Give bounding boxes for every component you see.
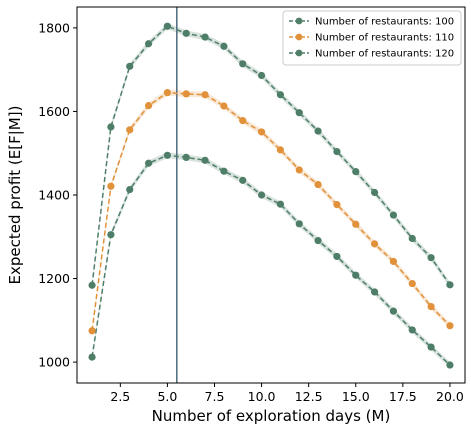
series-3-line xyxy=(91,25,451,286)
series-2-point-3 xyxy=(126,126,134,134)
series-1-point-9 xyxy=(239,176,247,184)
x-axis-label: Number of exploration days (M) xyxy=(152,407,391,425)
series-3-point-20 xyxy=(446,281,454,289)
series-3-point-5 xyxy=(163,22,172,30)
y-tick-label: 1800 xyxy=(38,20,70,35)
series-2-point-10 xyxy=(257,128,266,136)
series-1-point-13 xyxy=(314,236,322,245)
series-2-point-12 xyxy=(295,166,303,174)
series-2-point-9 xyxy=(239,117,247,125)
series-1-point-20 xyxy=(446,361,454,369)
legend-marker-3 xyxy=(295,49,303,57)
series-3-point-8 xyxy=(220,42,228,50)
series-1-point-7 xyxy=(201,156,209,164)
x-tick-label: 12.5 xyxy=(295,389,323,404)
series-1-point-14 xyxy=(333,252,341,261)
series-3-point-3 xyxy=(126,62,134,70)
series-1-point-12 xyxy=(295,220,303,228)
series-3-point-19 xyxy=(427,254,435,262)
series-3-point-10 xyxy=(257,71,266,80)
y-tick-label: 1400 xyxy=(38,188,70,203)
series-3-point-11 xyxy=(276,91,285,99)
series-1-point-4 xyxy=(144,159,153,167)
confidence-bands xyxy=(92,23,450,369)
series-1-point-16 xyxy=(370,288,379,296)
series-1-point-15 xyxy=(352,271,360,279)
y-axis-label: Expected profit (E[F|M]) xyxy=(6,106,24,285)
series-1-point-8 xyxy=(220,167,228,175)
series-3-point-17 xyxy=(389,211,398,219)
series-1-point-17 xyxy=(389,307,398,315)
series-3-point-7 xyxy=(201,33,209,41)
x-axis-ticks: 2.5 5.0 7.5 10.0 12.5 15.0 17.5 20.0 xyxy=(110,383,464,404)
x-tick-label: 5.0 xyxy=(157,389,177,404)
series-2-point-7 xyxy=(201,91,209,99)
x-tick-label: 15.0 xyxy=(342,389,370,404)
series-1-point-2 xyxy=(107,231,115,239)
series-2-point-2 xyxy=(107,182,115,190)
y-axis-ticks: 1000 1200 1400 1600 1800 xyxy=(38,20,77,370)
series-2-band xyxy=(92,89,450,334)
legend-marker-2 xyxy=(295,33,303,41)
series-2-point-6 xyxy=(182,90,190,98)
series-3-point-15 xyxy=(352,168,360,176)
x-tick-label: 20.0 xyxy=(436,389,464,404)
y-tick-label: 1000 xyxy=(38,355,70,370)
legend-label-1: Number of restaurants: 100 xyxy=(315,17,454,28)
legend-box xyxy=(282,10,462,66)
series-2-point-20 xyxy=(446,322,454,330)
series-2-point-11 xyxy=(276,146,285,154)
x-tick-label: 2.5 xyxy=(110,389,130,404)
series-3-point-18 xyxy=(408,234,416,243)
legend-label-3: Number of restaurants: 120 xyxy=(315,49,454,60)
series-1-point-19 xyxy=(427,343,435,351)
x-tick-label: 10.0 xyxy=(248,389,276,404)
series-2-point-15 xyxy=(352,220,360,228)
series-points xyxy=(88,22,454,369)
series-3-point-12 xyxy=(295,109,303,117)
series-2-point-17 xyxy=(389,257,398,266)
y-tick-label: 1200 xyxy=(38,271,70,286)
x-tick-label: 7.5 xyxy=(205,389,225,404)
series-3-point-6 xyxy=(182,29,190,37)
series-2-point-13 xyxy=(314,180,322,189)
series-3-point-14 xyxy=(333,147,341,156)
series-3-point-1 xyxy=(88,281,96,289)
series-2-point-8 xyxy=(220,102,228,110)
series-3-point-16 xyxy=(370,188,379,197)
series-1-point-1 xyxy=(88,353,96,361)
series-2-point-14 xyxy=(333,201,341,209)
x-tick-label: 17.5 xyxy=(389,389,417,404)
series-2-point-16 xyxy=(370,240,379,248)
y-tick-label: 1600 xyxy=(38,104,70,119)
series-3-point-13 xyxy=(314,127,322,135)
legend: Number of restaurants: 100 Number of rest… xyxy=(282,10,462,66)
series-2-point-4 xyxy=(144,101,153,110)
series-2-point-5 xyxy=(163,89,172,97)
series-1-point-3 xyxy=(126,185,134,194)
series-2-point-19 xyxy=(427,302,435,311)
series-3-point-2 xyxy=(107,123,115,131)
series-2-line xyxy=(91,91,451,331)
series-2-point-1 xyxy=(88,327,96,335)
series-1-point-6 xyxy=(182,153,190,161)
series-1-point-11 xyxy=(276,200,285,208)
legend-marker-1 xyxy=(295,17,303,25)
series-1-point-10 xyxy=(257,191,266,199)
legend-label-2: Number of restaurants: 110 xyxy=(315,33,454,44)
series-1-point-18 xyxy=(408,326,416,334)
series-1-point-5 xyxy=(163,151,172,159)
series-3-point-4 xyxy=(144,40,153,48)
series-2-point-18 xyxy=(408,279,416,288)
series-3-point-9 xyxy=(239,60,247,68)
